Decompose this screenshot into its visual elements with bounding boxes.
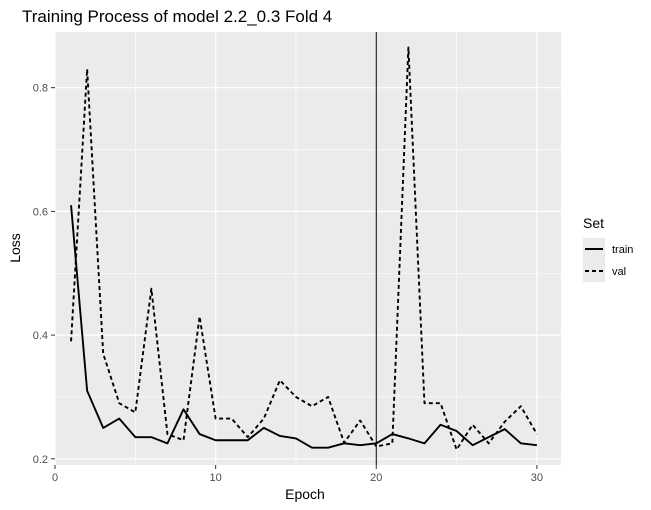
gridlines xyxy=(54,32,561,465)
y-tick-label: 0.4 xyxy=(33,330,48,342)
legend-title: Set xyxy=(583,215,604,231)
series-line-val xyxy=(70,46,538,451)
x-tick-label: 20 xyxy=(370,472,382,484)
x-tick-label: 0 xyxy=(52,472,58,484)
x-tick-label: 30 xyxy=(531,472,543,484)
legend: Set train val xyxy=(583,215,633,282)
plot-panel xyxy=(55,32,561,465)
y-axis-ticks: 0.2 0.4 0.6 0.8 xyxy=(33,83,55,466)
legend-label-train: train xyxy=(612,244,633,256)
y-tick-label: 0.6 xyxy=(33,206,48,218)
x-axis-title: Epoch xyxy=(285,486,325,502)
x-tick-label: 10 xyxy=(210,472,222,484)
y-tick-label: 0.2 xyxy=(33,454,48,466)
series-line-train xyxy=(70,205,538,449)
legend-label-val: val xyxy=(612,266,626,278)
x-axis-ticks: 0 10 20 30 xyxy=(52,465,543,484)
chart-title: Training Process of model 2.2_0.3 Fold 4 xyxy=(22,7,332,26)
y-axis-title: Loss xyxy=(7,233,23,263)
y-tick-label: 0.8 xyxy=(33,83,48,95)
series-group xyxy=(70,46,538,451)
